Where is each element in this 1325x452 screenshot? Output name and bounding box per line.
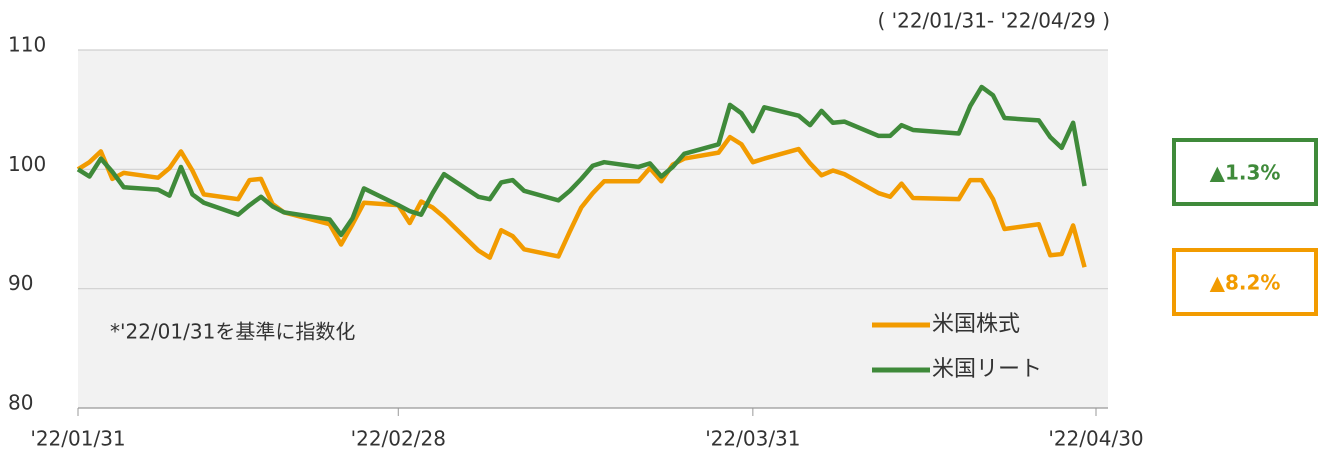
y-tick-label: 110: [8, 33, 46, 57]
x-tick-label: '22/03/31: [705, 427, 800, 451]
plot-area: [78, 50, 1108, 408]
series-line: [76, 84, 1087, 238]
change-label: ▲8.2%: [1210, 271, 1281, 295]
series-line: [76, 134, 1087, 268]
y-tick-label: 100: [8, 152, 46, 176]
x-tick-label: '22/01/31: [30, 427, 125, 451]
change-box: [1172, 138, 1318, 206]
x-tick-label: '22/04/30: [1048, 427, 1143, 451]
y-tick-label: 80: [8, 391, 33, 415]
note: *'22/01/31を基準に指数化: [110, 320, 355, 344]
change-box: [1172, 248, 1318, 316]
legend-label: 米国株式: [932, 312, 1020, 337]
period: ( '22/01/31- '22/04/29 ): [877, 9, 1110, 33]
legend-label: 米国リート: [932, 357, 1042, 382]
y-tick-label: 90: [8, 271, 33, 295]
x-tick-label: '22/02/28: [351, 427, 446, 451]
change-label: ▲1.3%: [1210, 161, 1281, 185]
